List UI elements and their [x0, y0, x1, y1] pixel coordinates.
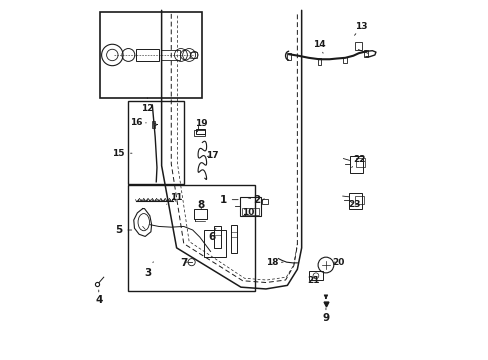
- Bar: [354, 42, 362, 50]
- Text: 13: 13: [354, 22, 367, 35]
- Text: 16: 16: [130, 118, 146, 127]
- Text: 21: 21: [306, 276, 319, 285]
- Text: 11: 11: [166, 193, 182, 204]
- Text: 12: 12: [141, 98, 153, 113]
- Bar: [196, 129, 205, 134]
- Text: 6: 6: [208, 228, 216, 242]
- Text: 7: 7: [180, 258, 187, 268]
- Bar: [355, 158, 364, 167]
- Bar: [364, 50, 367, 57]
- Bar: [240, 197, 261, 216]
- Bar: [214, 226, 220, 248]
- Bar: [349, 156, 363, 173]
- Text: 4: 4: [95, 290, 102, 305]
- Text: 3: 3: [144, 262, 153, 278]
- Bar: [135, 49, 159, 62]
- Text: 9: 9: [322, 308, 329, 323]
- Bar: [151, 121, 155, 128]
- Text: 10: 10: [242, 208, 254, 217]
- Text: 8: 8: [197, 200, 204, 210]
- Text: 20: 20: [331, 258, 344, 267]
- Bar: [317, 58, 321, 64]
- Text: 23: 23: [347, 200, 360, 209]
- Bar: [193, 209, 207, 219]
- Bar: [160, 50, 180, 60]
- Text: 1: 1: [219, 195, 238, 204]
- Text: 22: 22: [351, 155, 365, 167]
- Text: 14: 14: [312, 40, 325, 53]
- Bar: [194, 130, 205, 136]
- Bar: [308, 271, 323, 280]
- Bar: [261, 199, 267, 204]
- Text: 5: 5: [115, 225, 131, 235]
- Bar: [128, 102, 183, 184]
- Text: 2: 2: [247, 195, 260, 204]
- Bar: [343, 57, 346, 63]
- Bar: [230, 225, 237, 253]
- Bar: [128, 185, 255, 291]
- Text: 15: 15: [112, 149, 132, 158]
- Bar: [354, 196, 364, 204]
- Bar: [204, 230, 225, 257]
- Bar: [242, 207, 259, 215]
- Text: 19: 19: [194, 119, 207, 132]
- Text: 18: 18: [265, 258, 283, 267]
- Bar: [190, 52, 197, 58]
- Text: 17: 17: [205, 151, 218, 160]
- Bar: [348, 193, 362, 208]
- Bar: [287, 53, 290, 60]
- Bar: [100, 12, 201, 98]
